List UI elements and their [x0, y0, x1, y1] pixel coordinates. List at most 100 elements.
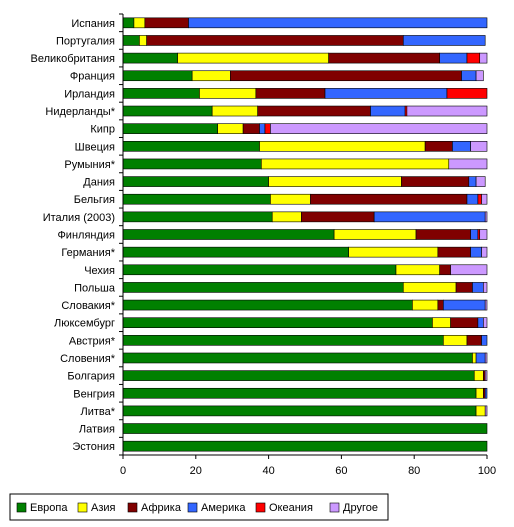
bar-segment-0 — [122, 317, 433, 329]
category-label: Литва* — [80, 406, 115, 418]
bar-segment-0 — [122, 141, 260, 152]
bar-segment-1 — [191, 70, 231, 82]
bar-segment-0 — [122, 17, 135, 29]
legend: Европа Азия Африка Америка Океания Другое — [9, 493, 389, 521]
category-label: Италия (2003) — [43, 212, 115, 224]
bar-segment-0 — [122, 423, 488, 434]
bar-segment-3 — [477, 317, 484, 329]
bar-segment-0 — [122, 211, 273, 223]
bar-segment-0 — [122, 246, 349, 258]
bar-segment-0 — [122, 387, 477, 399]
bar-segment-5 — [475, 70, 484, 82]
bar-segment-4 — [446, 88, 488, 99]
bar-segment-3 — [481, 335, 488, 346]
bar-segment-0 — [122, 229, 335, 240]
bar-segment-5 — [448, 158, 488, 170]
bar-segment-1 — [348, 246, 439, 258]
bar-segment-0 — [122, 264, 397, 276]
category-label: Польша — [74, 282, 116, 294]
bar-segment-3 — [452, 141, 471, 152]
bar-segment-5 — [484, 352, 488, 364]
category-label: Великобритания — [31, 53, 116, 65]
bar-segment-2 — [144, 17, 189, 29]
bar-segment-2 — [146, 35, 404, 46]
bar-segment-0 — [122, 35, 140, 46]
bar-segment-2 — [242, 123, 260, 134]
bar-segment-5 — [483, 317, 488, 329]
bar-segment-3 — [373, 211, 486, 223]
bar-segment-5 — [470, 141, 488, 152]
bar-segment-4 — [264, 123, 271, 134]
bar-segment-3 — [461, 70, 477, 82]
bar-segment-5 — [484, 405, 488, 417]
bar-segment-2 — [257, 105, 371, 117]
category-label: Латвия — [79, 424, 115, 436]
bar-segment-0 — [122, 176, 269, 187]
bar-segment-0 — [122, 299, 413, 311]
bar-segment-1 — [261, 158, 450, 170]
bar-segment-0 — [122, 123, 218, 134]
bar-segment-1 — [402, 282, 457, 293]
bar-segment-5 — [484, 299, 488, 311]
bar-segment-1 — [412, 299, 439, 311]
category-label: Испания — [71, 18, 115, 30]
bar-segment-5 — [484, 370, 488, 381]
bar-segment-5 — [406, 105, 488, 117]
bar-segment-5 — [483, 282, 488, 293]
legend-label: Африка — [141, 502, 182, 514]
legend-swatch — [127, 502, 138, 513]
bar-segment-5 — [484, 211, 488, 223]
bar-segment-0 — [122, 335, 444, 346]
legend-label: Европа — [30, 502, 68, 514]
bar-segment-2 — [437, 246, 471, 258]
category-label: Чехия — [84, 265, 115, 277]
bar-segment-0 — [122, 52, 178, 64]
bar-segment-4 — [466, 52, 481, 64]
x-tick-label: 60 — [335, 465, 347, 477]
bar-segment-0 — [122, 405, 477, 417]
x-tick-label: 100 — [478, 465, 496, 477]
category-label: Нидерланды* — [45, 106, 115, 118]
bar-segment-2 — [466, 335, 482, 346]
category-label: Кипр — [90, 124, 115, 136]
bar-segment-3 — [402, 35, 486, 46]
bar-segment-1 — [475, 405, 486, 417]
category-label: Бельгия — [74, 194, 115, 206]
category-label: Швеция — [75, 141, 115, 153]
legend-label: Океания — [269, 502, 313, 514]
bar-segment-3 — [324, 88, 448, 99]
bar-segment-1 — [395, 264, 440, 276]
category-label: Эстония — [72, 441, 115, 453]
bar-segment-3 — [475, 352, 486, 364]
category-label: Румыния* — [64, 159, 115, 171]
bar-segment-1 — [443, 335, 468, 346]
category-label: Германия* — [61, 247, 115, 259]
category-label: Венгрия — [73, 388, 115, 400]
bar-segment-3 — [443, 299, 486, 311]
bar-segment-0 — [122, 88, 200, 99]
bar-segment-4 — [477, 193, 482, 205]
x-tick-label: 20 — [190, 465, 202, 477]
bar-segment-3 — [472, 282, 484, 293]
category-label: Португалия — [56, 35, 115, 47]
bar-segment-1 — [333, 229, 417, 240]
bar-segment-0 — [122, 70, 193, 82]
category-label: Дания — [83, 177, 115, 189]
bar-segment-5 — [475, 176, 486, 187]
bar-segment-0 — [122, 193, 271, 205]
legend-swatch — [329, 502, 340, 513]
bar-segment-2 — [439, 264, 451, 276]
category-label: Болгария — [67, 371, 115, 383]
legend-label: Америка — [201, 502, 246, 514]
legend-swatch — [16, 502, 27, 513]
legend-swatch — [187, 502, 198, 513]
bar-segment-2 — [450, 317, 479, 329]
bar-segment-2 — [255, 88, 326, 99]
bars — [122, 17, 488, 452]
bar-segment-2 — [301, 211, 375, 223]
legend-box — [9, 493, 389, 521]
category-label: Словакия* — [61, 300, 115, 312]
bar-segment-2 — [455, 282, 473, 293]
category-label: Австрия* — [69, 335, 116, 347]
bar-segment-3 — [470, 229, 479, 240]
